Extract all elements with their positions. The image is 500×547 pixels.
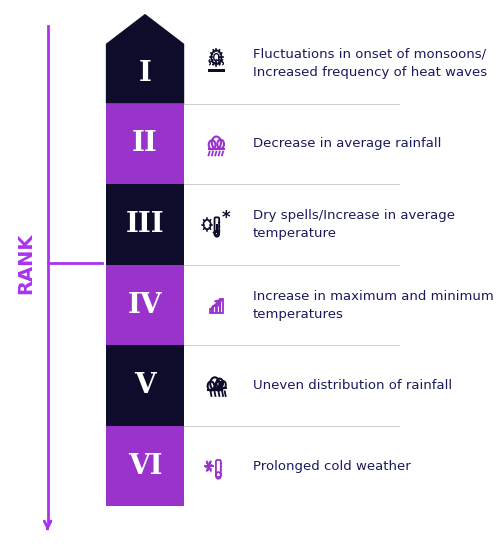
Text: Increase in maximum and minimum
temperatures: Increase in maximum and minimum temperat… — [252, 289, 494, 321]
Text: Uneven distribution of rainfall: Uneven distribution of rainfall — [252, 379, 452, 392]
Text: Dry spells/Increase in average
temperature: Dry spells/Increase in average temperatu… — [252, 209, 454, 240]
Text: II: II — [132, 131, 158, 158]
Text: *: * — [222, 210, 230, 228]
Polygon shape — [106, 14, 184, 104]
Bar — [106, 104, 184, 184]
Text: Decrease in average rainfall: Decrease in average rainfall — [252, 137, 441, 150]
Bar — [106, 426, 184, 507]
Text: IV: IV — [128, 292, 162, 318]
Text: RANK: RANK — [16, 232, 35, 294]
Text: III: III — [126, 211, 164, 238]
Text: I: I — [138, 60, 151, 88]
Bar — [220, 300, 224, 313]
Bar — [106, 265, 184, 345]
Bar — [216, 224, 218, 233]
Bar — [214, 306, 216, 313]
Bar — [106, 345, 184, 426]
Text: Prolonged cold weather: Prolonged cold weather — [252, 459, 410, 473]
Bar — [210, 309, 212, 313]
Text: V: V — [134, 372, 156, 399]
Bar — [208, 69, 224, 72]
Text: VI: VI — [128, 453, 162, 480]
Bar — [106, 184, 184, 265]
Bar — [217, 303, 220, 313]
Text: Fluctuations in onset of monsoons/
Increased frequency of heat waves: Fluctuations in onset of monsoons/ Incre… — [252, 48, 486, 79]
